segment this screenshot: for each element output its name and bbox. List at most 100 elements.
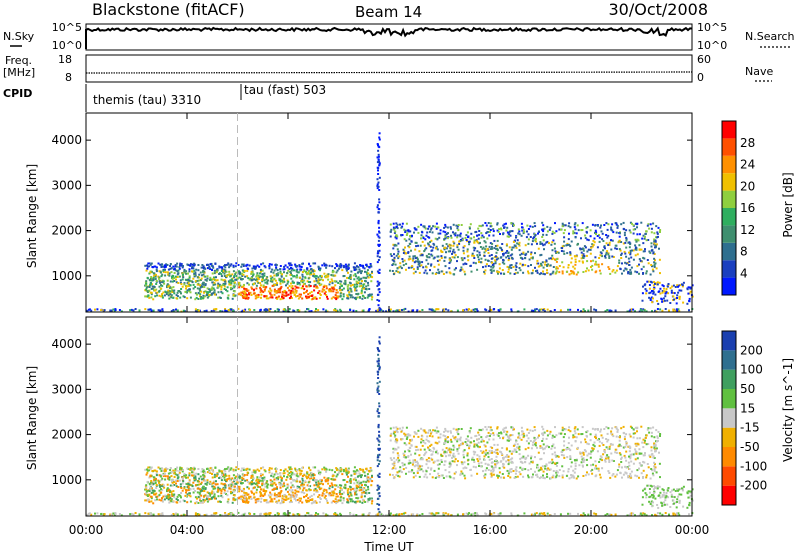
range-cell — [378, 164, 381, 167]
range-cell — [420, 264, 423, 267]
range-cell — [639, 308, 642, 311]
range-cell — [229, 279, 232, 282]
range-cell — [592, 243, 595, 246]
range-cell — [366, 500, 369, 503]
range-cell — [249, 495, 252, 498]
range-cell — [273, 274, 276, 277]
range-cell — [283, 294, 286, 297]
range-cell — [161, 500, 164, 503]
range-cell — [330, 297, 333, 300]
range-cell — [389, 253, 392, 256]
range-cell — [356, 500, 359, 503]
range-cell — [675, 308, 678, 311]
range-cell — [261, 477, 264, 480]
range-cell — [527, 250, 530, 253]
range-cell — [305, 295, 307, 298]
range-cell — [346, 285, 349, 288]
range-cell — [494, 262, 497, 265]
range-cell — [643, 284, 646, 287]
range-cell — [319, 473, 321, 476]
range-cell — [204, 488, 207, 491]
range-cell — [149, 279, 152, 282]
range-cell — [563, 440, 566, 443]
range-cell — [367, 488, 370, 491]
range-cell — [676, 310, 679, 312]
range-cell — [305, 495, 308, 497]
range-cell — [651, 265, 653, 268]
range-cell — [470, 436, 473, 439]
range-cell — [339, 493, 341, 495]
range-cell — [443, 248, 446, 251]
range-cell — [362, 286, 365, 289]
range-cell — [202, 294, 205, 297]
range-cell — [449, 250, 451, 253]
range-cell — [607, 253, 610, 256]
range-cell — [446, 430, 449, 433]
range-cell — [445, 243, 448, 246]
range-cell — [253, 309, 256, 311]
range-cell — [658, 258, 661, 261]
range-cell — [149, 488, 152, 491]
range-cell — [290, 295, 292, 298]
range-cell — [310, 298, 313, 301]
range-cell — [298, 265, 301, 268]
range-cell — [466, 240, 469, 243]
range-cell — [152, 502, 155, 505]
range-cell — [252, 477, 255, 480]
range-cell — [653, 261, 656, 264]
range-cell — [192, 287, 195, 290]
range-cell — [167, 498, 170, 501]
range-cell — [485, 245, 488, 248]
range-cell — [196, 491, 199, 494]
range-cell — [363, 471, 366, 474]
range-cell — [185, 285, 188, 288]
range-cell — [501, 261, 504, 264]
freq-panel: Freq. [MHz] 18 8 60 0 Nave — [3, 53, 773, 84]
range-cell — [158, 270, 161, 273]
range-cell — [682, 301, 685, 304]
range-cell — [356, 497, 359, 500]
range-cell — [451, 252, 453, 255]
range-cell — [160, 275, 163, 278]
range-cell — [296, 309, 299, 312]
range-cell — [472, 450, 475, 453]
range-cell — [407, 251, 410, 254]
range-cell — [168, 476, 171, 479]
range-cell — [333, 478, 336, 481]
range-cell — [181, 285, 184, 288]
range-cell — [188, 494, 191, 497]
range-cell — [378, 226, 381, 229]
range-cell — [600, 230, 603, 233]
range-cell — [245, 468, 248, 471]
range-cell — [443, 463, 446, 466]
range-cell — [312, 466, 315, 469]
range-cell — [285, 488, 287, 491]
range-cell — [214, 262, 217, 265]
range-cell — [396, 431, 399, 434]
range-cell — [346, 498, 349, 501]
range-cell — [168, 274, 171, 277]
range-cell — [574, 228, 577, 231]
range-cell — [378, 244, 381, 247]
range-cell — [490, 270, 493, 273]
range-cell — [224, 470, 227, 473]
range-cell — [321, 290, 324, 293]
range-cell — [507, 439, 510, 442]
range-cell — [500, 272, 502, 275]
range-cell — [408, 246, 411, 249]
range-cell — [282, 281, 284, 284]
range-cell — [330, 482, 333, 485]
range-cell — [501, 447, 504, 449]
range-cell — [342, 470, 345, 473]
range-cell — [427, 431, 430, 434]
range-cell — [599, 455, 602, 458]
range-cell — [376, 299, 379, 301]
range-cell — [562, 250, 565, 253]
range-cell — [199, 286, 202, 289]
range-cell — [394, 236, 397, 239]
range-cell — [263, 289, 266, 292]
range-cell — [275, 273, 278, 275]
range-cell — [492, 432, 495, 435]
range-cell — [175, 469, 178, 472]
range-cell — [246, 479, 249, 482]
